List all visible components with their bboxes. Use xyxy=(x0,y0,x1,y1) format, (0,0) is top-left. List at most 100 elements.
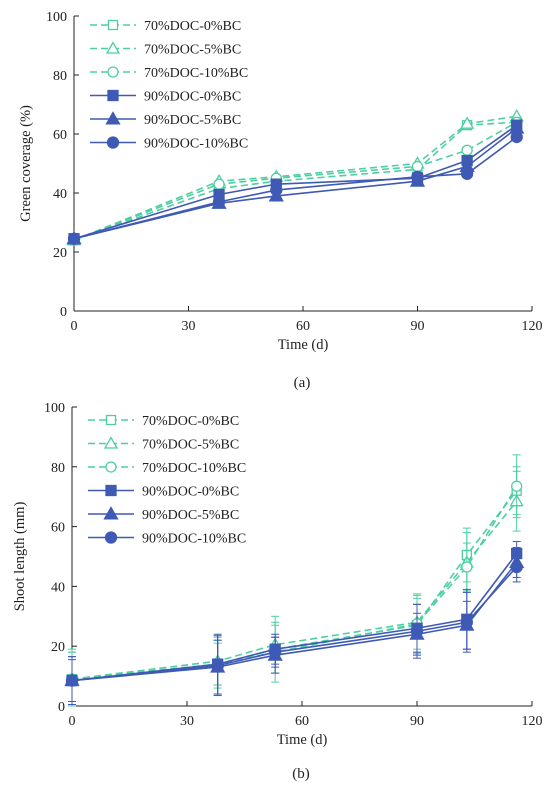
data-point xyxy=(510,130,523,144)
chart-panel-a: 0 20 40 60 80 100 0 30 60 90 120 Time (d) Green cove… xyxy=(18,10,543,391)
series-line xyxy=(71,566,518,682)
series-line xyxy=(71,490,518,680)
green-coverage-chart: 0 20 40 60 80 100 0 30 60 90 120 Time (d) Green cove… xyxy=(18,10,543,391)
data-point xyxy=(461,561,473,573)
legend-marker xyxy=(107,66,119,78)
data-point xyxy=(460,616,473,629)
plot-area xyxy=(66,108,525,246)
data-point xyxy=(459,116,475,129)
x-tick-label: 30 xyxy=(180,714,194,729)
y-tick-label: 80 xyxy=(53,69,67,84)
legend-marker xyxy=(107,89,119,102)
x-tick-label: 60 xyxy=(296,319,310,334)
x-tick-label: 60 xyxy=(295,714,309,729)
axes: 0 20 40 60 80 100 0 30 60 90 120 xyxy=(46,10,543,334)
legend-item-70pctdoc-0pctbc: 70%DOC-0%BC xyxy=(90,19,241,34)
y-tick-label: 100 xyxy=(46,10,67,25)
data-point xyxy=(270,183,283,197)
legend-item-90pctdoc-10pctbc: 90%DOC-10%BC xyxy=(90,136,248,152)
series-line xyxy=(73,136,518,240)
legend-label: 90%DOC-10%BC xyxy=(144,137,248,152)
data-point xyxy=(411,160,424,173)
plot-area xyxy=(64,454,525,707)
y-tick-label: 0 xyxy=(60,305,67,320)
x-tick-label: 90 xyxy=(411,319,425,334)
y-tick-label: 60 xyxy=(53,128,67,143)
legend-label: 70%DOC-10%BC xyxy=(142,461,246,476)
x-tick-label: 120 xyxy=(522,319,543,334)
legend: 70%DOC-0%BC 70%DOC-5%BC 70%DOC-10%BC 90%DOC… xyxy=(88,414,246,547)
y-tick-label: 100 xyxy=(44,401,65,416)
y-tick-label: 40 xyxy=(53,187,67,202)
y-axis-label: Shoot length (mm) xyxy=(12,502,28,612)
legend-label: 90%DOC-5%BC xyxy=(144,113,241,128)
legend-label: 70%DOC-5%BC xyxy=(142,438,239,453)
x-axis-label: Time (d) xyxy=(278,337,329,353)
legend-item-70pctdoc-5pctbc: 70%DOC-5%BC xyxy=(88,436,239,453)
series-90pctdoc-10pctbc xyxy=(65,551,523,706)
chart-panel-b: 0 20 40 60 80 100 0 30 60 90 120 Time (d) Shoot leng… xyxy=(0,398,550,796)
y-tick-label: 60 xyxy=(51,521,65,536)
legend-item-90pctdoc-0pctbc: 90%DOC-0%BC xyxy=(90,90,241,105)
series-line xyxy=(71,553,518,682)
y-tick-label: 0 xyxy=(58,700,65,715)
series-70pctdoc-5pctbc xyxy=(64,470,524,707)
legend: 70%DOC-0%BC 70%DOC-5%BC 70%DOC-10%BC 90%DOC… xyxy=(90,19,248,152)
legend-label: 90%DOC-0%BC xyxy=(142,485,239,500)
data-point xyxy=(67,232,81,245)
data-point xyxy=(410,625,424,638)
legend-item-90pctdoc-0pctbc: 90%DOC-0%BC xyxy=(88,485,239,500)
data-point xyxy=(269,646,282,659)
series-line xyxy=(73,127,518,240)
data-point xyxy=(411,170,424,183)
x-tick-label: 0 xyxy=(71,319,78,334)
legend-marker xyxy=(104,531,118,544)
shoot-length-chart: 0 20 40 60 80 100 0 30 60 90 120 Time (d) Shoot leng… xyxy=(12,401,543,782)
y-tick-label: 40 xyxy=(51,580,65,595)
legend-marker xyxy=(105,111,121,125)
series-90pctdoc-10pctbc xyxy=(67,130,523,245)
y-tick-label: 80 xyxy=(51,461,65,476)
legend-label: 90%DOC-10%BC xyxy=(142,532,246,547)
legend-marker xyxy=(103,506,119,520)
series-70pctdoc-10pctbc xyxy=(66,454,523,707)
legend-marker xyxy=(105,461,117,473)
legend-marker xyxy=(105,41,121,54)
legend-label: 70%DOC-10%BC xyxy=(144,66,248,81)
panel-label: (b) xyxy=(292,766,310,782)
series-line xyxy=(73,124,518,240)
data-point xyxy=(461,144,473,156)
panel-label: (a) xyxy=(294,375,311,391)
data-point xyxy=(212,195,226,209)
data-point xyxy=(213,178,225,190)
data-point xyxy=(211,659,224,672)
legend-marker xyxy=(105,484,117,497)
data-point xyxy=(460,167,474,180)
legend-item-90pctdoc-5pctbc: 90%DOC-5%BC xyxy=(90,111,241,128)
series-90pctdoc-0pctbc xyxy=(66,541,523,706)
legend-label: 90%DOC-5%BC xyxy=(142,508,239,523)
x-axis-label: Time (d) xyxy=(277,732,328,748)
legend-label: 70%DOC-5%BC xyxy=(144,43,241,58)
series-90pctdoc-0pctbc xyxy=(68,119,523,245)
legend-marker xyxy=(103,436,119,449)
legend-item-90pctdoc-10pctbc: 90%DOC-10%BC xyxy=(88,531,246,547)
data-point xyxy=(511,480,523,492)
y-tick-label: 20 xyxy=(51,640,65,655)
legend-label: 90%DOC-0%BC xyxy=(144,90,241,105)
x-tick-label: 90 xyxy=(410,714,424,729)
legend-item-70pctdoc-0pctbc: 70%DOC-0%BC xyxy=(88,414,239,429)
legend-label: 70%DOC-0%BC xyxy=(144,19,241,34)
series-70pctdoc-5pctbc xyxy=(66,108,524,246)
x-tick-label: 30 xyxy=(182,319,196,334)
legend-item-70pctdoc-10pctbc: 70%DOC-10%BC xyxy=(88,461,246,476)
legend-label: 70%DOC-0%BC xyxy=(142,414,239,429)
series-70pctdoc-0pctbc xyxy=(66,466,522,707)
series-70pctdoc-0pctbc xyxy=(68,117,522,246)
x-tick-label: 0 xyxy=(69,714,76,729)
legend-item-70pctdoc-10pctbc: 70%DOC-10%BC xyxy=(90,66,248,81)
x-tick-label: 120 xyxy=(522,714,543,729)
legend-marker xyxy=(105,414,117,426)
y-tick-label: 20 xyxy=(53,246,67,261)
legend-marker xyxy=(106,136,120,149)
